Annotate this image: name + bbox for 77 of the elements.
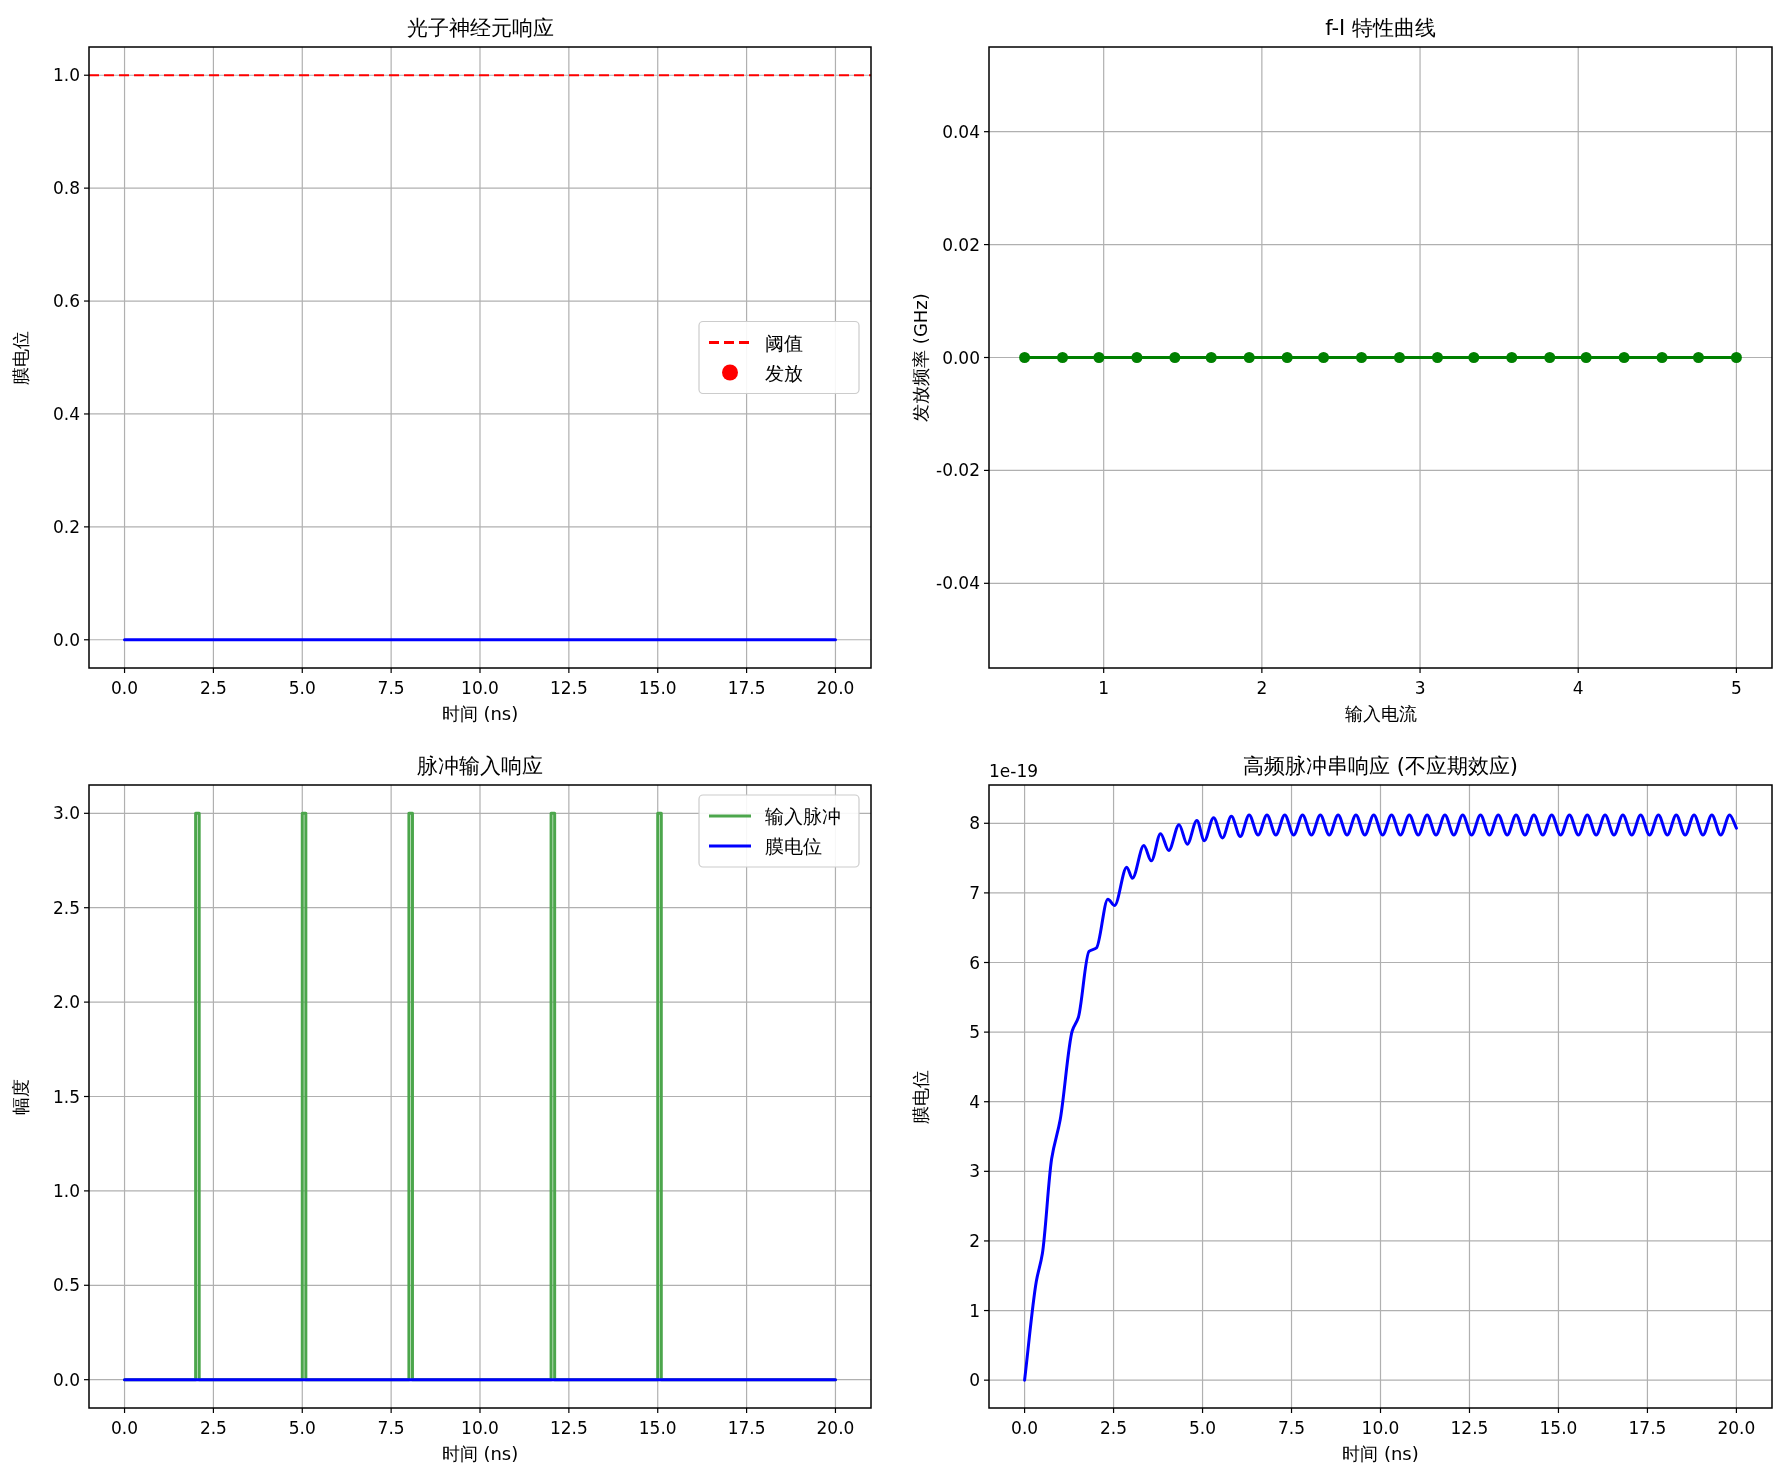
x-tick-label: 20.0: [816, 1418, 855, 1438]
x-tick-label: 2.5: [199, 678, 227, 698]
y-tick-label: 3.0: [52, 803, 80, 824]
legend-label: 输入脉冲: [765, 805, 841, 827]
chart-title: 光子神经元响应: [406, 16, 554, 40]
y-axis-title: 幅度: [10, 1078, 31, 1115]
line-series: [1023, 813, 1738, 1382]
y-tick-label: -0.02: [936, 460, 980, 481]
x-axis-title: 输入电流: [1344, 703, 1417, 724]
x-axis-title: 时间 (ns): [1342, 1443, 1419, 1464]
x-axis-title: 时间 (ns): [441, 1443, 519, 1464]
x-tick-label: 10.0: [1361, 1418, 1400, 1438]
y-tick-label: 6: [969, 952, 980, 973]
y-tick-label: 0: [969, 1370, 980, 1391]
x-tick-label: 7.5: [1278, 1418, 1306, 1438]
chart-title: f-I 特性曲线: [1325, 16, 1436, 40]
y-tick-label: 4: [969, 1091, 980, 1112]
x-tick-label: 20.0: [1717, 1418, 1756, 1438]
x-tick-label: 2: [1256, 678, 1268, 698]
x-tick-label: 0.0: [111, 1418, 139, 1438]
x-tick-label: 17.5: [727, 678, 766, 698]
x-tick-label: 17.5: [727, 1418, 766, 1438]
y-tick-label: 0.5: [52, 1275, 80, 1296]
x-tick-label: 10.0: [461, 678, 499, 698]
y-tick-label: 0.4: [52, 403, 80, 424]
x-tick-label: 5: [1730, 678, 1742, 698]
y-tick-label: 8: [969, 813, 980, 834]
x-tick-label: 2.5: [1100, 1418, 1128, 1438]
x-tick-label: 12.5: [549, 678, 588, 698]
x-tick-label: 5.0: [288, 678, 316, 698]
y-axis-title: 膜电位: [910, 1069, 931, 1124]
x-tick-label: 4: [1572, 678, 1584, 698]
y-tick-label: 0.00: [942, 347, 980, 368]
x-tick-label: 5.0: [288, 1418, 316, 1438]
x-tick-label: 15.0: [1539, 1418, 1578, 1438]
x-tick-label: 12.5: [1450, 1418, 1489, 1438]
y-tick-label: 0.0: [52, 629, 80, 650]
x-tick-label: 0.0: [111, 678, 139, 698]
x-tick-label: 7.5: [377, 678, 405, 698]
y-tick-label: 0.0: [52, 1369, 80, 1390]
y-tick-label: 2: [969, 1230, 980, 1251]
x-tick-label: 7.5: [377, 1418, 405, 1438]
y-axis-title: 膜电位: [10, 330, 31, 385]
x-tick-label: 5.0: [1189, 1418, 1217, 1438]
y-tick-label: 1.5: [52, 1086, 80, 1107]
y-tick-label: 1: [969, 1300, 980, 1321]
y-tick-label: 3: [969, 1161, 980, 1182]
x-tick-label: 2.5: [199, 1418, 227, 1438]
x-tick-label: 15.0: [638, 678, 677, 698]
y-tick-label: -0.04: [936, 573, 980, 594]
text: 1e-19: [989, 761, 1039, 781]
x-axis-title: 时间 (ns): [441, 703, 519, 724]
x-tick-label: 10.0: [461, 1418, 499, 1438]
y-tick-label: 1.0: [52, 1180, 80, 1201]
legend-label: 膜电位: [765, 835, 822, 857]
chart-title: 高频脉冲串响应 (不应期效应): [1242, 754, 1519, 778]
x-tick-label: 1: [1098, 678, 1110, 698]
y-tick-label: 5: [969, 1022, 980, 1043]
y-tick-label: 2.0: [52, 992, 80, 1013]
y-tick-label: 0.2: [52, 516, 80, 537]
x-tick-label: 0.0: [1011, 1418, 1039, 1438]
x-tick-label: 12.5: [549, 1418, 588, 1438]
y-tick-label: 2.5: [52, 897, 80, 918]
y-tick-label: 1.0: [52, 65, 80, 86]
y-tick-label: 0.6: [52, 291, 80, 312]
y-tick-label: 7: [969, 882, 980, 903]
x-tick-label: 17.5: [1628, 1418, 1667, 1438]
legend-label: 阈值: [765, 331, 803, 354]
x-tick-label: 3: [1414, 678, 1426, 698]
y-tick-label: 0.8: [52, 178, 80, 199]
y-tick-label: 0.02: [942, 234, 980, 255]
x-tick-label: 20.0: [816, 678, 855, 698]
y-axis-title: 发放频率 (GHz): [910, 293, 931, 422]
y-tick-label: 0.04: [942, 121, 980, 142]
x-tick-label: 15.0: [638, 1418, 677, 1438]
legend-label: 发放: [765, 361, 803, 384]
chart-title: 脉冲输入响应: [417, 754, 543, 778]
